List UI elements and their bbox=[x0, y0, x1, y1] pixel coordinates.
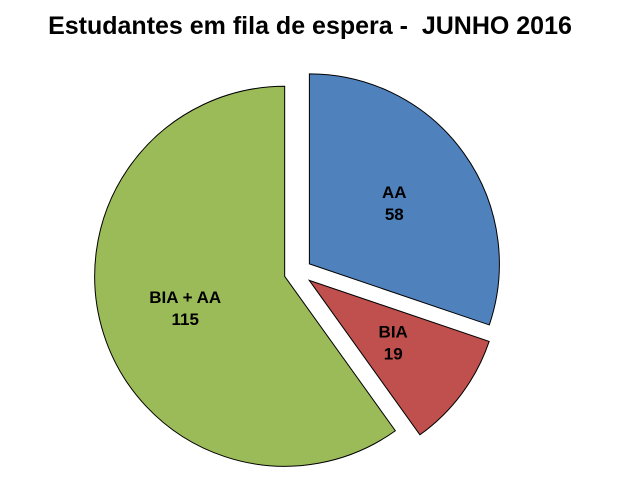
pie-label-value-bia-aa: 115 bbox=[171, 310, 198, 329]
pie-slice-bia bbox=[307, 279, 490, 436]
pie-label-value-aa: 58 bbox=[385, 205, 404, 224]
chart-title: Estudantes em fila de espera - JUNHO 201… bbox=[48, 12, 572, 40]
pie-label-name-bia-aa: BIA + AA bbox=[149, 288, 221, 307]
pie-slice-aa bbox=[308, 73, 500, 326]
pie-slice-bia-aa bbox=[94, 85, 397, 467]
pie-label-value-bia: 19 bbox=[384, 345, 403, 364]
pie-label-name-aa: AA bbox=[382, 183, 407, 202]
pie-label-name-bia: BIA bbox=[379, 323, 408, 342]
